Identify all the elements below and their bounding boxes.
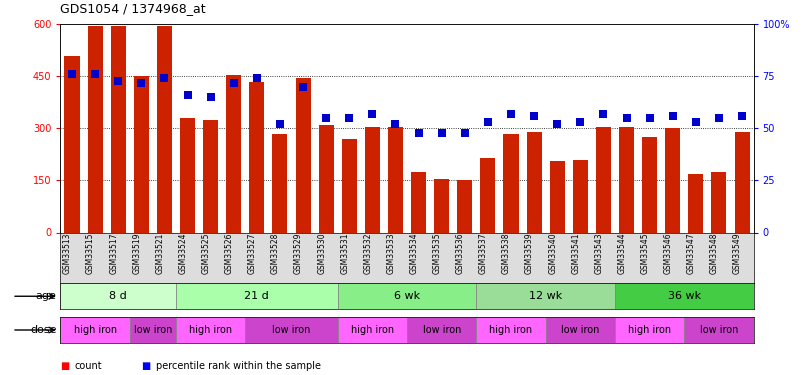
Text: high iron: high iron (628, 325, 671, 335)
Bar (130, 317, 176, 343)
Point (689, 119, 702, 125)
Bar (180, 118, 195, 232)
Text: low iron: low iron (272, 325, 310, 335)
Bar (615, 317, 684, 343)
Point (112, 78, 125, 84)
Point (227, 80, 240, 86)
Text: high iron: high iron (73, 325, 117, 335)
Text: ■: ■ (141, 361, 150, 370)
Point (481, 119, 494, 125)
Bar (88, 26, 102, 233)
Bar (550, 161, 565, 232)
Point (273, 121, 286, 127)
Bar (734, 132, 750, 232)
Bar (318, 125, 334, 232)
Point (620, 115, 633, 121)
Bar (338, 283, 476, 309)
Text: high iron: high iron (489, 325, 533, 335)
Bar (342, 139, 357, 232)
Text: 21 d: 21 d (244, 291, 269, 301)
Point (667, 113, 679, 119)
Text: 12 wk: 12 wk (529, 291, 563, 301)
Point (366, 111, 379, 117)
Text: low iron: low iron (422, 325, 461, 335)
Bar (203, 120, 218, 232)
Point (158, 75, 171, 81)
Point (412, 130, 425, 136)
Bar (365, 127, 380, 232)
Bar (526, 132, 542, 232)
Bar (712, 172, 726, 232)
Bar (296, 78, 310, 232)
Text: ■: ■ (60, 361, 69, 370)
Bar (476, 283, 615, 309)
Point (713, 115, 725, 121)
Point (181, 92, 194, 98)
Text: low iron: low iron (134, 325, 172, 335)
Bar (60, 283, 176, 309)
Bar (688, 174, 704, 232)
Point (597, 111, 610, 117)
Text: age: age (35, 291, 56, 301)
Bar (134, 76, 149, 232)
Bar (338, 317, 407, 343)
Text: 6 wk: 6 wk (394, 291, 420, 301)
Point (204, 94, 217, 100)
Bar (176, 317, 245, 343)
Bar (176, 283, 338, 309)
Point (89, 71, 102, 77)
Text: 36 wk: 36 wk (667, 291, 701, 301)
Text: low iron: low iron (700, 325, 738, 335)
Bar (60, 317, 130, 343)
Point (459, 130, 472, 136)
Text: dose: dose (30, 325, 56, 335)
Point (251, 75, 264, 81)
Bar (411, 172, 426, 232)
Text: low iron: low iron (561, 325, 600, 335)
Bar (245, 317, 338, 343)
Text: high iron: high iron (351, 325, 394, 335)
Point (643, 115, 656, 121)
Bar (249, 82, 264, 232)
Bar (546, 317, 615, 343)
Bar (64, 56, 80, 232)
Bar (665, 128, 680, 232)
Bar (110, 26, 126, 233)
Bar (596, 127, 611, 232)
Point (297, 84, 310, 90)
Point (343, 115, 355, 121)
Bar (476, 317, 546, 343)
Point (135, 80, 147, 86)
Point (574, 119, 587, 125)
Bar (226, 75, 241, 232)
Bar (157, 26, 172, 233)
Text: GDS1054 / 1374968_at: GDS1054 / 1374968_at (60, 2, 206, 15)
Bar (642, 137, 657, 232)
Text: 8 d: 8 d (110, 291, 127, 301)
Bar (388, 127, 403, 232)
Bar (407, 317, 476, 343)
Text: high iron: high iron (189, 325, 232, 335)
Point (528, 113, 541, 119)
Text: percentile rank within the sample: percentile rank within the sample (156, 361, 321, 370)
Bar (272, 134, 288, 232)
Bar (457, 180, 472, 232)
Text: count: count (75, 361, 102, 370)
Point (550, 121, 563, 127)
Point (435, 130, 448, 136)
Point (505, 111, 517, 117)
Bar (434, 179, 449, 232)
Bar (573, 160, 588, 232)
Bar (480, 158, 496, 232)
Bar (619, 127, 634, 232)
Point (65, 71, 78, 77)
Point (389, 121, 402, 127)
Bar (504, 134, 518, 232)
Bar (615, 283, 754, 309)
Point (736, 113, 749, 119)
Bar (684, 317, 754, 343)
Point (320, 115, 333, 121)
